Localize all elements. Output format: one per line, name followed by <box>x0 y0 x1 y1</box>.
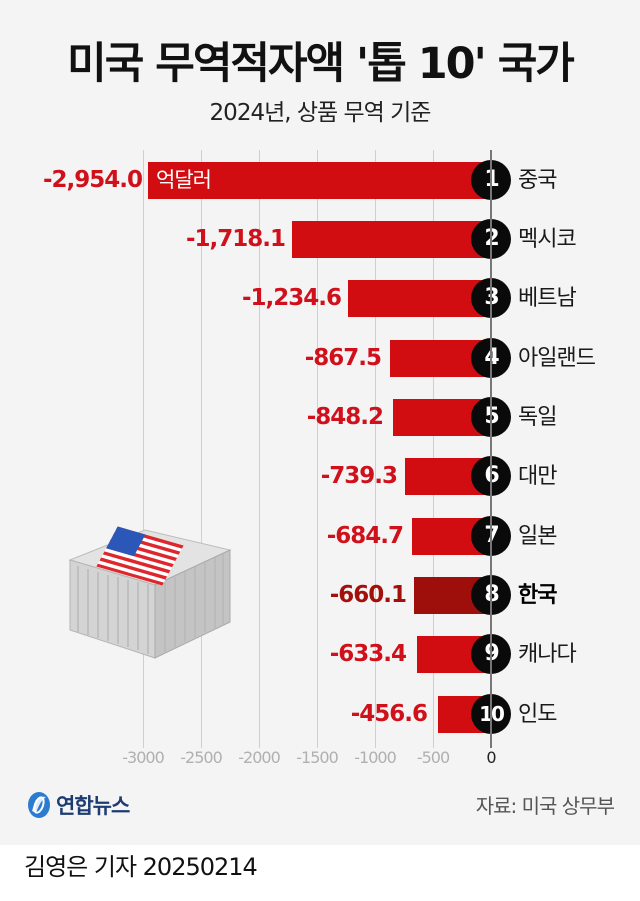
country-label: 아일랜드 <box>518 346 596 371</box>
bar-vietnam <box>348 280 491 317</box>
yonhap-globe-icon <box>28 792 50 818</box>
gridline <box>375 150 376 748</box>
value-label: -1,234.6 <box>241 285 342 311</box>
country-label: 대만 <box>518 464 557 489</box>
value-label: -456.6 <box>350 701 428 727</box>
shipping-container-icon <box>68 526 232 659</box>
source-note: 자료: 미국 상무부 <box>475 794 615 818</box>
axis-tick: -2000 <box>238 748 280 767</box>
axis-tick: -2500 <box>180 748 222 767</box>
value-label: -633.4 <box>329 641 407 667</box>
unit-label: 억달러 <box>156 168 212 192</box>
value-label: -660.1 <box>329 582 407 608</box>
country-label: 한국 <box>518 583 557 608</box>
country-label: 중국 <box>518 168 557 193</box>
logo-text: 연합뉴스 <box>56 794 130 818</box>
chart-panel: 미국 무역적자액 '톱 10' 국가 2024년, 상품 무역 기준 <box>0 0 640 845</box>
value-label: -848.2 <box>306 404 384 430</box>
country-label: 독일 <box>518 405 557 430</box>
gridline <box>433 150 434 748</box>
value-label: -2,954.0 <box>42 167 143 193</box>
gridline <box>143 150 144 748</box>
country-label: 일본 <box>518 524 557 549</box>
yonhap-logo: 연합뉴스 <box>26 790 130 820</box>
bar-mexico <box>292 221 491 258</box>
value-label: -867.5 <box>304 345 382 371</box>
gridline <box>317 150 318 748</box>
axis-tick: -1500 <box>296 748 338 767</box>
country-label: 멕시코 <box>518 227 577 252</box>
country-label: 베트남 <box>518 286 577 311</box>
country-label: 인도 <box>518 702 557 727</box>
axis-tick: -3000 <box>122 748 164 767</box>
zero-axis-line <box>490 150 492 748</box>
country-label: 캐나다 <box>518 642 577 667</box>
axis-tick: -1000 <box>354 748 396 767</box>
value-label: -739.3 <box>320 463 398 489</box>
gridline <box>201 150 202 748</box>
axis-tick: -500 <box>416 748 450 767</box>
chart-title: 미국 무역적자액 '톱 10' 국가 <box>67 39 575 89</box>
value-label: -684.7 <box>326 523 404 549</box>
gridline <box>259 150 260 748</box>
bar-china: 억달러 <box>148 162 491 199</box>
byline: 김영은 기자 20250214 <box>24 853 258 881</box>
axis-tick: 0 <box>486 748 496 767</box>
value-label: -1,718.1 <box>185 226 286 252</box>
chart-subtitle: 2024년, 상품 무역 기준 <box>209 100 432 126</box>
